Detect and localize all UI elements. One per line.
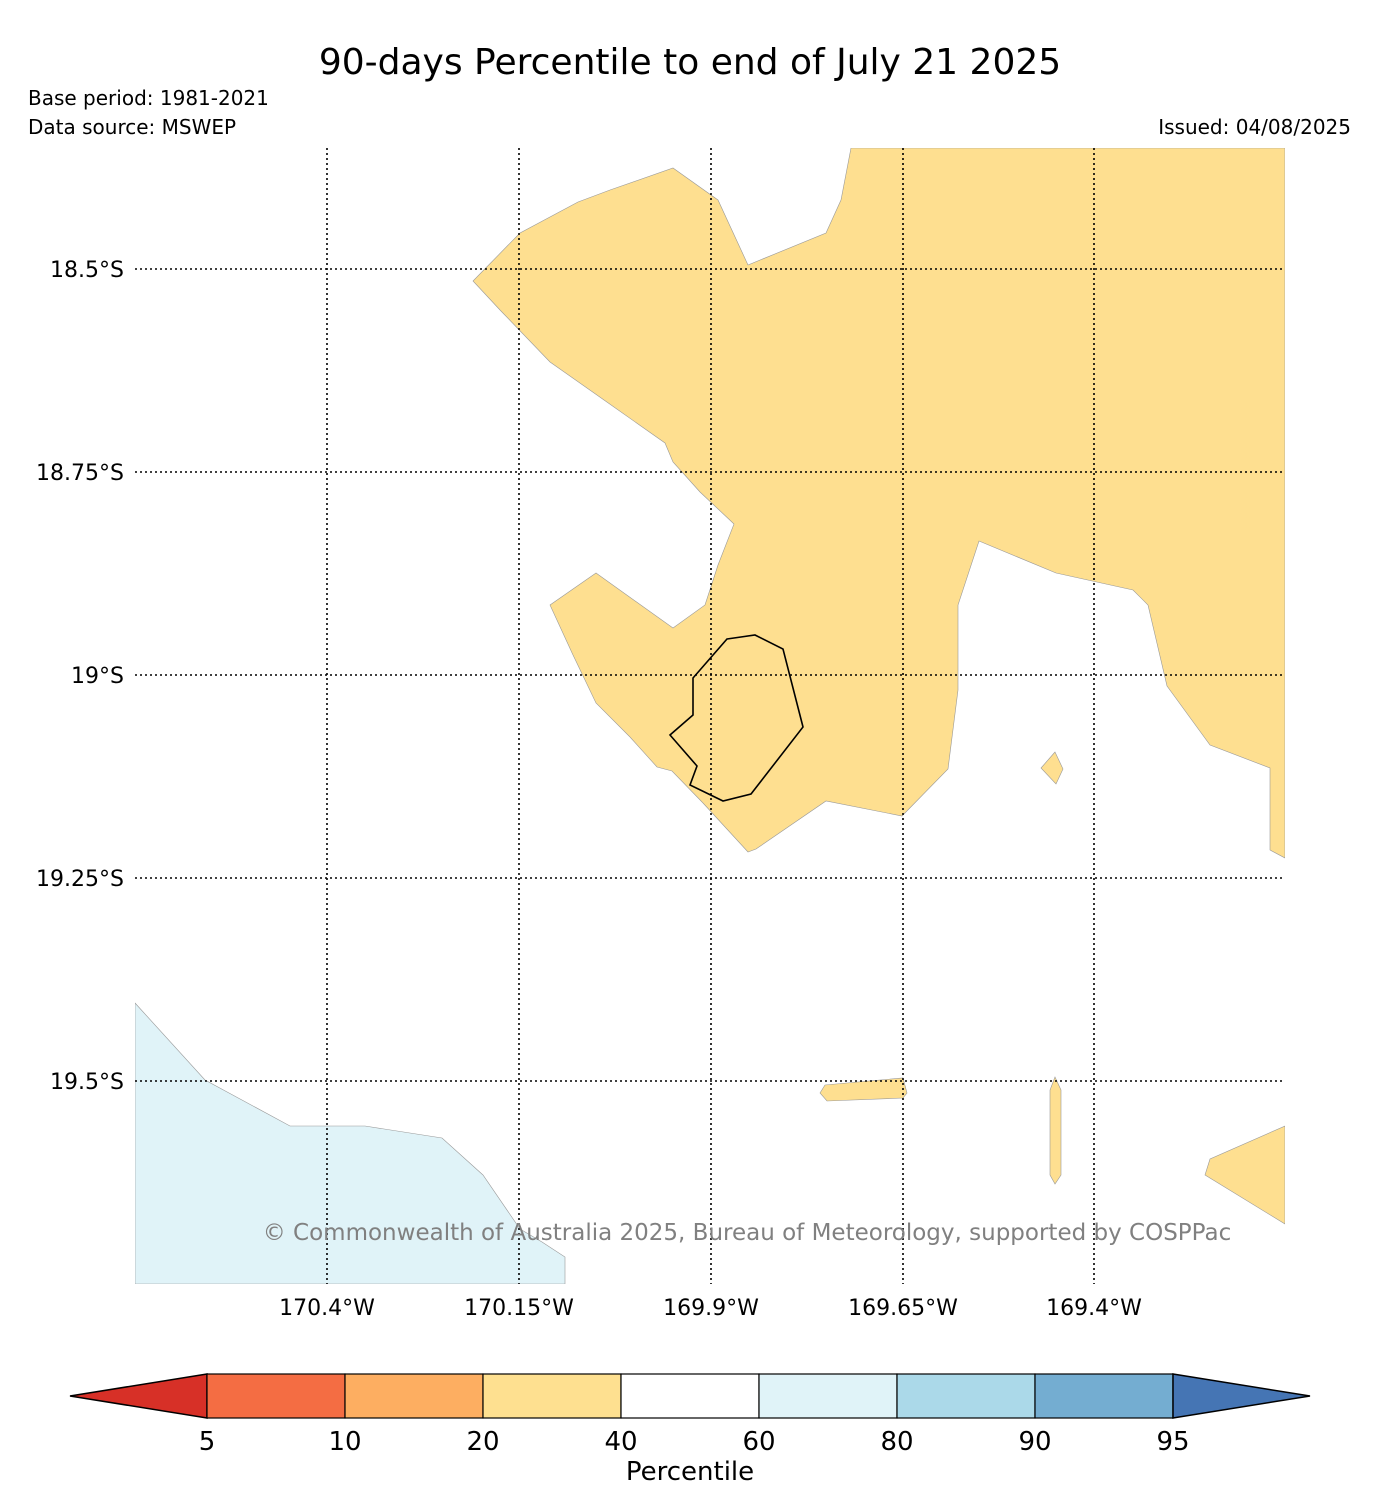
data-source-label: Data source: MSWEP	[28, 115, 236, 139]
lon-label: 170.15°W	[464, 1296, 574, 1321]
colorbar-tick-label: 10	[328, 1427, 361, 1457]
colorbar-extend-low	[69, 1373, 208, 1419]
lon-label: 169.65°W	[848, 1296, 958, 1321]
colorbar-tick-label: 40	[604, 1427, 637, 1457]
map-area: 18.5°S 18.75°S 19°S 19.25°S 19.5°S 170.4…	[36, 148, 1285, 1321]
colorbar-tick-label: 80	[880, 1427, 913, 1457]
map-title: 90-days Percentile to end of July 21 202…	[319, 42, 1061, 83]
percentile-20-40-islet	[819, 1077, 908, 1102]
lat-label: 19°S	[71, 664, 124, 689]
copyright-notice: © Commonwealth of Australia 2025, Bureau…	[263, 1220, 1232, 1246]
colorbar-tick-label: 90	[1018, 1427, 1051, 1457]
colorbar-tick-label: 20	[466, 1427, 499, 1457]
colorbar-segment	[758, 1373, 898, 1419]
colorbar-segment	[620, 1373, 760, 1419]
colorbar-segment	[344, 1373, 484, 1419]
colorbar-tick-label: 95	[1156, 1427, 1189, 1457]
percentile-20-40-region	[472, 148, 1285, 859]
lat-label: 19.25°S	[36, 867, 124, 892]
colorbar: 5 10 20 40 60 80 90 95 Percentile	[69, 1373, 1311, 1487]
percentile-20-40-islet	[1204, 1125, 1285, 1225]
colorbar-segment	[206, 1373, 346, 1419]
colorbar-extend-high	[1172, 1373, 1311, 1419]
lon-label: 169.4°W	[1046, 1296, 1142, 1321]
colorbar-title: Percentile	[626, 1457, 754, 1487]
island-coastline	[668, 634, 804, 802]
lon-label: 169.9°W	[663, 1296, 759, 1321]
lat-label: 18.5°S	[50, 258, 124, 283]
colorbar-tick-label: 5	[199, 1427, 216, 1457]
colorbar-segment	[896, 1373, 1036, 1419]
colorbar-segment	[482, 1373, 622, 1419]
base-period-label: Base period: 1981-2021	[28, 86, 269, 110]
lat-label: 19.5°S	[50, 1070, 124, 1095]
issued-date-label: Issued: 04/08/2025	[1158, 115, 1351, 139]
percentile-20-40-islet	[1040, 751, 1064, 785]
graticule	[135, 148, 1285, 1284]
percentile-20-40-islet	[1049, 1076, 1062, 1185]
lon-label: 170.4°W	[279, 1296, 375, 1321]
percentile-60-80-region	[135, 1002, 566, 1284]
colorbar-segment	[1034, 1373, 1174, 1419]
lat-label: 18.75°S	[36, 461, 124, 486]
colorbar-tick-label: 60	[742, 1427, 775, 1457]
